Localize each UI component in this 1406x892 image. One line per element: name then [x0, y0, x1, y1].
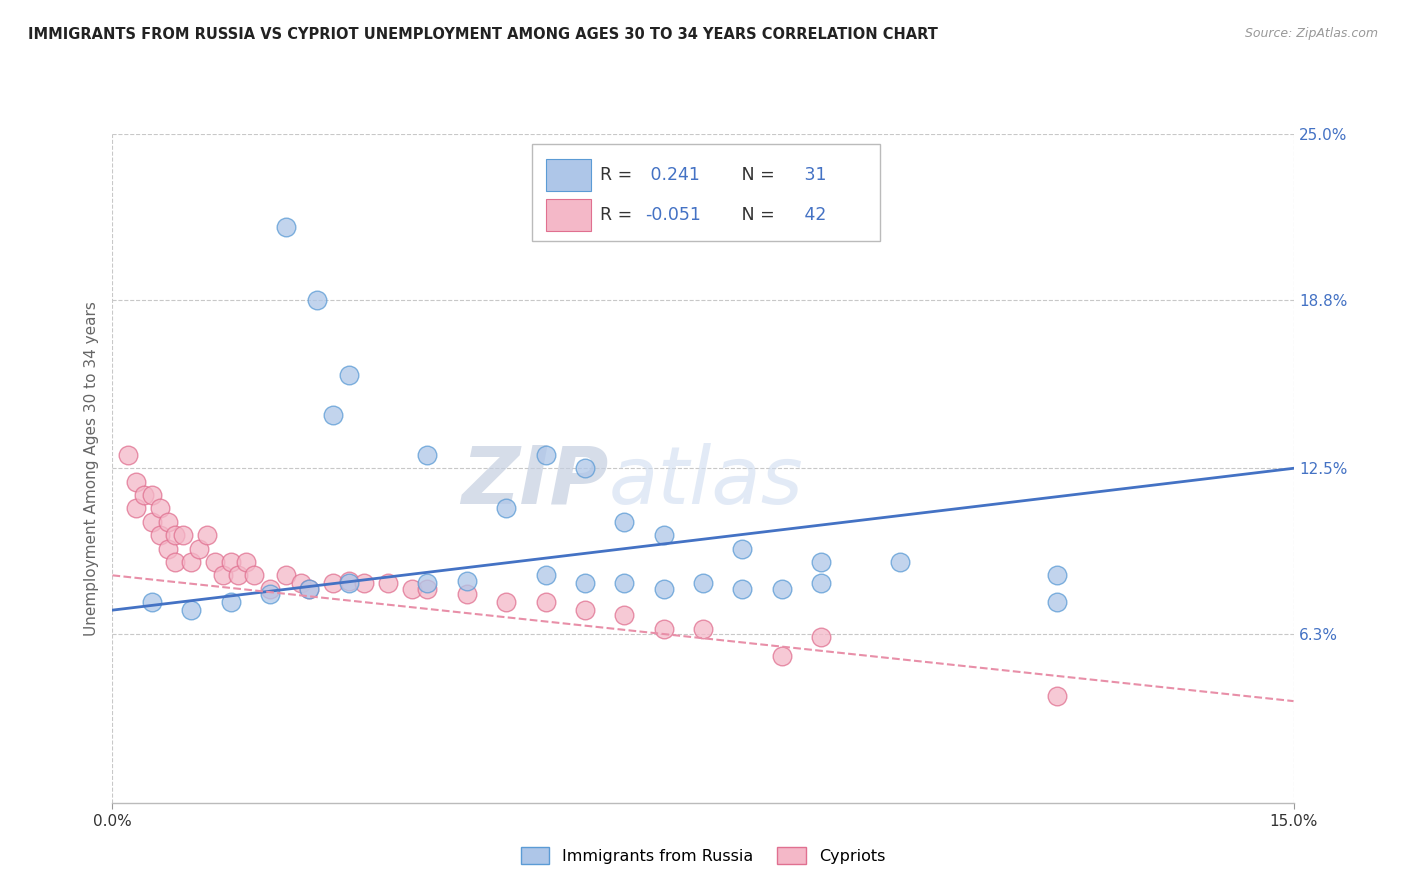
- Point: [534, 448, 557, 462]
- Text: 31: 31: [799, 166, 827, 184]
- Point: [574, 603, 596, 617]
- Point: [416, 582, 439, 596]
- Point: [219, 555, 242, 569]
- Point: [156, 515, 179, 529]
- Y-axis label: Unemployment Among Ages 30 to 34 years: Unemployment Among Ages 30 to 34 years: [83, 301, 98, 636]
- Text: R =: R =: [600, 166, 638, 184]
- Point: [1046, 595, 1069, 609]
- Text: 42: 42: [799, 206, 827, 225]
- Point: [692, 576, 714, 591]
- Point: [692, 622, 714, 636]
- Point: [188, 541, 211, 556]
- Point: [149, 501, 172, 516]
- Point: [377, 576, 399, 591]
- Point: [259, 582, 281, 596]
- Point: [770, 582, 793, 596]
- Point: [149, 528, 172, 542]
- Point: [731, 541, 754, 556]
- Text: 0.241: 0.241: [645, 166, 700, 184]
- Point: [211, 568, 233, 582]
- Point: [456, 587, 478, 601]
- FancyBboxPatch shape: [546, 159, 591, 191]
- Point: [228, 568, 250, 582]
- Point: [889, 555, 911, 569]
- Point: [534, 595, 557, 609]
- Point: [810, 576, 832, 591]
- Point: [141, 488, 163, 502]
- Point: [770, 648, 793, 663]
- Point: [195, 528, 218, 542]
- Point: [165, 528, 187, 542]
- Point: [172, 528, 194, 542]
- Text: atlas: atlas: [609, 442, 803, 521]
- Point: [574, 461, 596, 475]
- Point: [156, 541, 179, 556]
- Point: [731, 582, 754, 596]
- Point: [337, 576, 360, 591]
- Text: -0.051: -0.051: [645, 206, 702, 225]
- Legend: Immigrants from Russia, Cypriots: Immigrants from Russia, Cypriots: [513, 839, 893, 871]
- Text: N =: N =: [737, 206, 780, 225]
- Point: [165, 555, 187, 569]
- Point: [141, 515, 163, 529]
- Point: [259, 587, 281, 601]
- FancyBboxPatch shape: [546, 199, 591, 231]
- Point: [652, 622, 675, 636]
- Point: [456, 574, 478, 588]
- Text: Source: ZipAtlas.com: Source: ZipAtlas.com: [1244, 27, 1378, 40]
- Point: [574, 576, 596, 591]
- Point: [1046, 568, 1069, 582]
- Point: [652, 582, 675, 596]
- Point: [243, 568, 266, 582]
- Point: [219, 595, 242, 609]
- Point: [810, 555, 832, 569]
- Point: [298, 582, 321, 596]
- Point: [613, 515, 636, 529]
- Point: [810, 630, 832, 644]
- Point: [204, 555, 226, 569]
- FancyBboxPatch shape: [531, 144, 880, 241]
- Point: [125, 501, 148, 516]
- Point: [322, 408, 344, 422]
- Point: [307, 293, 329, 307]
- Point: [495, 501, 517, 516]
- Point: [180, 603, 202, 617]
- Point: [1046, 689, 1069, 703]
- Point: [652, 528, 675, 542]
- Point: [125, 475, 148, 489]
- Point: [274, 568, 297, 582]
- Point: [132, 488, 155, 502]
- Point: [337, 368, 360, 382]
- Point: [117, 448, 139, 462]
- Point: [613, 608, 636, 623]
- Point: [180, 555, 202, 569]
- Text: IMMIGRANTS FROM RUSSIA VS CYPRIOT UNEMPLOYMENT AMONG AGES 30 TO 34 YEARS CORRELA: IMMIGRANTS FROM RUSSIA VS CYPRIOT UNEMPL…: [28, 27, 938, 42]
- Point: [416, 448, 439, 462]
- Point: [235, 555, 257, 569]
- Point: [322, 576, 344, 591]
- Point: [534, 568, 557, 582]
- Text: N =: N =: [737, 166, 780, 184]
- Point: [290, 576, 312, 591]
- Point: [298, 582, 321, 596]
- Point: [495, 595, 517, 609]
- Point: [353, 576, 375, 591]
- Text: R =: R =: [600, 206, 638, 225]
- Point: [337, 574, 360, 588]
- Point: [274, 220, 297, 235]
- Point: [141, 595, 163, 609]
- Point: [416, 576, 439, 591]
- Point: [613, 576, 636, 591]
- Text: ZIP: ZIP: [461, 442, 609, 521]
- Point: [401, 582, 423, 596]
